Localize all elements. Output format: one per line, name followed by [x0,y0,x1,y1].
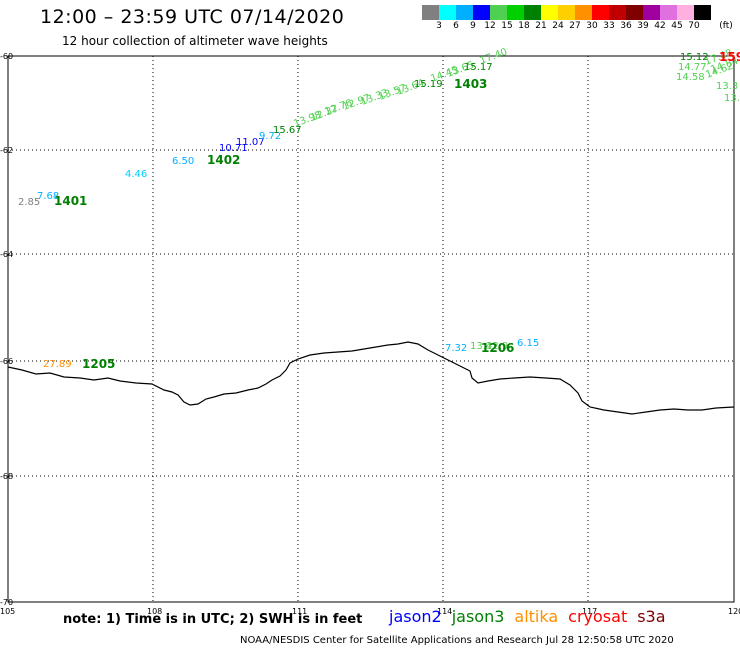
wave-height-label: 7.32 [445,343,467,354]
legend-item-s3a: s3a [637,607,666,626]
axis-labels: 105 108 111 114 117 120 -60 -62 -64 -66 -68 -70 [0,52,740,616]
colorbar-tick-label: 6 [453,21,459,31]
latitude-label: -62 [0,146,13,155]
wave-height-observations: 2.857.684.466.5010.7111.079.7215.6713.98… [18,47,740,370]
latitude-label: -70 [0,598,13,607]
colorbar-swatch [660,5,677,20]
colorbar-swatch [439,5,456,20]
colorbar-tick-label: 70 [688,21,700,31]
colorbar-tick-label: 12 [484,21,496,31]
map-frame [7,55,735,603]
colorbar-tick-label: 15 [501,21,513,31]
colorbar-unit: (ft) [719,21,733,31]
colorbar-swatch [677,5,694,20]
colorbar-swatch [524,5,541,20]
colorbar-tick-label: 39 [637,21,649,31]
wave-height-label: 14.58 [676,72,705,83]
colorbar-swatch [507,5,524,20]
pass-id-label: 1402 [207,153,240,167]
latitude-label: -60 [0,52,13,61]
wave-height-colorbar [422,5,711,20]
colorbar-swatch [626,5,643,20]
legend-item-cryosat: cryosat [568,607,628,626]
wave-height-label: 6.50 [172,156,194,167]
colorbar-tick-label: 36 [620,21,632,31]
colorbar-tick-label: 45 [671,21,683,31]
colorbar-tick-label: 24 [552,21,564,31]
colorbar-tick-label: 27 [569,21,581,31]
colorbar-swatch [609,5,626,20]
colorbar-swatch [592,5,609,20]
legend-item-altika: altika [514,607,559,626]
longitude-label: 111 [292,607,307,616]
antarctic-coastline [7,341,735,415]
wave-height-label: 13.3 [716,81,738,92]
pass-id-label: 1205 [82,357,115,371]
colorbar-swatch [541,5,558,20]
pass-id-label: 1401 [54,194,87,208]
wave-height-label: 15.19 [414,79,443,90]
latitude-label: -68 [0,472,13,481]
wave-height-label: 15.67 [273,125,302,136]
colorbar-swatch [558,5,575,20]
legend-item-jason2: jason2 [389,607,442,626]
colorbar-tick-label: 33 [603,21,615,31]
wave-height-label: 14.77 [678,62,707,73]
latitude-label: -66 [0,357,13,366]
wave-height-label: 12.9 [486,341,508,352]
wave-height-label: 7.68 [37,191,59,202]
wave-height-label: 13. [724,93,740,104]
colorbar-tick-label: 42 [654,21,666,31]
footer-credit: NOAA/NESDIS Center for Satellite Applica… [240,635,674,646]
wave-height-label: 11.07 [236,137,265,148]
colorbar-tick-label: 9 [470,21,476,31]
pass-id-labels: 1401 1402 1403 1205 1206 159 [54,50,740,371]
colorbar-tick-labels: 3 6 9 12 15 18 21 24 27 30 33 36 39 42 45 70 (ft) [422,21,740,33]
longitude-label: 114 [437,607,452,616]
wave-height-label: 27.89 [43,359,72,370]
colorbar-swatch [422,5,439,20]
note-text: note: 1) Time is in UTC; 2) SWH is in fe… [63,612,363,627]
satellite-legend: jason2 jason3 altika cryosat s3a [389,607,666,626]
pass-id-label: 1206 [481,341,514,355]
wave-height-label: 13.4 [470,341,492,352]
colorbar-swatch [490,5,507,20]
colorbar-swatch [473,5,490,20]
graticule-grid [8,56,734,602]
colorbar-swatch [575,5,592,20]
wave-height-label: 15.17 [464,62,493,73]
pass-id-label: 159 [719,50,740,64]
longitude-label: 120 [728,607,740,616]
colorbar-tick-label: 21 [535,21,547,31]
map-subtitle: 12 hour collection of altimeter wave hei… [62,34,328,48]
legend-item-jason3: jason3 [451,607,505,626]
wave-height-label: 6.15 [517,338,539,349]
longitude-label: 105 [0,607,15,616]
pass-id-label: 1403 [454,77,487,91]
wave-height-label: 2.85 [18,197,40,208]
colorbar-tick-label: 30 [586,21,598,31]
colorbar-tick-label: 3 [436,21,442,31]
wave-height-label: 17.40 [478,47,509,67]
map-title: 12:00 – 23:59 UTC 07/14/2020 [40,6,345,28]
wave-height-label: 10.71 [219,143,248,154]
colorbar-swatch [456,5,473,20]
colorbar-swatch [694,5,711,20]
wave-height-label: 4.46 [125,169,147,180]
colorbar-tick-label: 18 [518,21,530,31]
latitude-label: -64 [0,250,13,259]
longitude-label: 117 [582,607,597,616]
wave-height-label: 9.72 [259,131,281,142]
wave-height-label: 15.12 [680,52,709,63]
colorbar-swatch [643,5,660,20]
longitude-label: 108 [147,607,162,616]
